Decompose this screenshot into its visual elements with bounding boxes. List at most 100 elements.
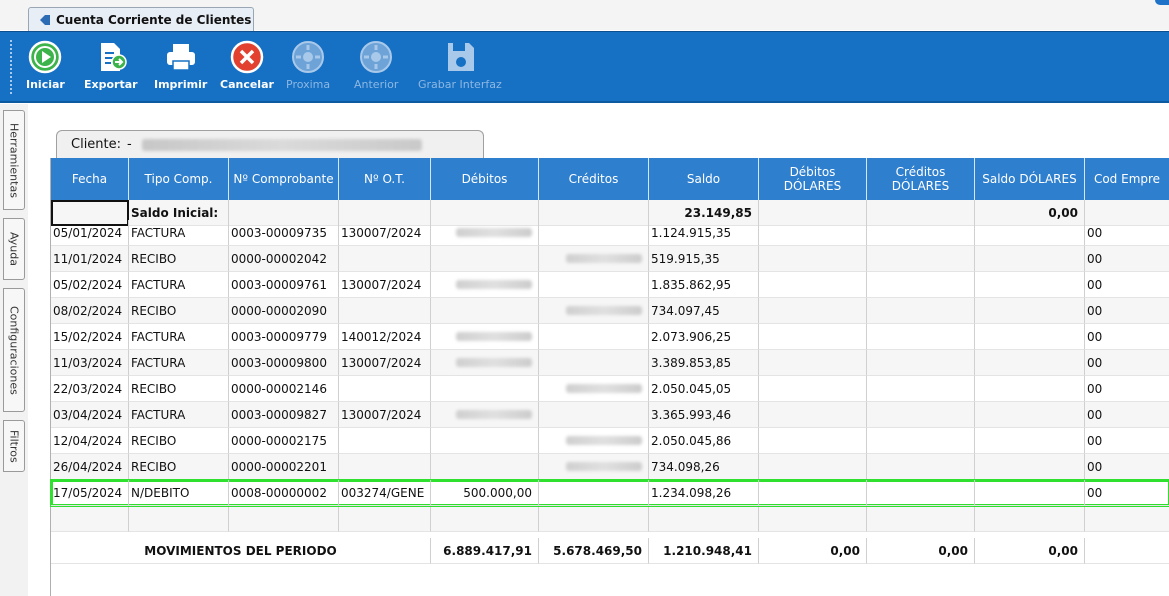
anterior-button[interactable]: Anterior <box>354 40 398 100</box>
cell-cod-empre: 00 <box>1085 246 1169 272</box>
cell-saldo-dolares: 0,00 <box>975 200 1085 226</box>
table-row[interactable]: 11/03/2024 FACTURA 0003-00009800 130007/202… <box>51 350 1169 376</box>
exportar-button[interactable]: Exportar <box>84 40 138 100</box>
cell-debitos: 500.000,00 <box>431 480 539 506</box>
cell-debitos-dolares <box>759 220 867 246</box>
column-header-nro-ot[interactable]: Nº O.T. <box>339 158 431 200</box>
save-icon <box>447 43 474 71</box>
cell-tipo-comp: FACTURA <box>129 220 229 246</box>
cell-debitos <box>431 454 539 480</box>
column-header-creditos[interactable]: Créditos <box>539 158 649 200</box>
cell-saldo: 1.124.915,35 <box>649 220 759 246</box>
column-header-debitos[interactable]: Débitos <box>431 158 539 200</box>
cell-debitos <box>431 506 539 532</box>
redacted-amount <box>456 332 532 341</box>
cancelar-button[interactable]: Cancelar <box>220 40 274 100</box>
cell-cod-empre <box>1085 506 1169 532</box>
iniciar-button[interactable]: Iniciar <box>26 40 65 100</box>
cell-cod-empre: 00 <box>1085 350 1169 376</box>
cell-fecha: 15/02/2024 <box>51 324 129 350</box>
cell-saldo-dolares <box>975 428 1085 454</box>
cell-creditos-dolares <box>867 200 975 226</box>
cell-cod-empre: 00 <box>1085 454 1169 480</box>
initial-balance-row[interactable]: Saldo Inicial: 23.149,85 0,00 <box>51 200 1169 226</box>
cell-nro-comprobante <box>229 506 339 532</box>
client-label: Cliente: <box>71 137 122 152</box>
cell-tipo-comp: RECIBO <box>129 298 229 324</box>
cell-debitos-dolares <box>759 454 867 480</box>
cell-nro-comprobante: 0000-00002090 <box>229 298 339 324</box>
cell-tipo-comp: RECIBO <box>129 246 229 272</box>
cell-saldo <box>649 506 759 532</box>
cell-debitos-dolares <box>759 200 867 226</box>
table-row[interactable]: 05/01/2024 FACTURA 0003-00009735 130007/202… <box>51 220 1169 246</box>
proxima-button[interactable]: Proxima <box>286 40 330 100</box>
column-header-nro-comprobante[interactable]: Nº Comprobante <box>229 158 339 200</box>
cell-saldo: 519.915,35 <box>649 246 759 272</box>
cell-debitos: 6.889.417,91 <box>431 538 539 564</box>
cell-saldo-dolares <box>975 350 1085 376</box>
table-row[interactable]: 03/04/2024 FACTURA 0003-00009827 130007/202… <box>51 402 1169 428</box>
cell-saldo: 3.365.993,46 <box>649 402 759 428</box>
tab-filtros[interactable]: Filtros <box>3 420 25 472</box>
cell-nro-comprobante: 0003-00009779 <box>229 324 339 350</box>
cell-debitos <box>431 428 539 454</box>
cell-tipo-comp: FACTURA <box>129 324 229 350</box>
imprimir-label: Imprimir <box>154 78 208 91</box>
table-row[interactable]: 22/03/2024 RECIBO 0000-00002146 2.050.045,0… <box>51 376 1169 402</box>
cell-creditos <box>539 246 649 272</box>
column-header-saldo-dolares[interactable]: Saldo DÓLARES <box>975 158 1085 200</box>
cell-tipo-comp: FACTURA <box>129 350 229 376</box>
empty-row[interactable] <box>51 506 1169 532</box>
table-row[interactable]: 12/04/2024 RECIBO 0000-00002175 2.050.045,8… <box>51 428 1169 454</box>
redacted-amount <box>566 306 642 315</box>
cell-cod-empre: 00 <box>1085 402 1169 428</box>
cell-nro-comprobante: 0000-00002175 <box>229 428 339 454</box>
cell-cod-empre <box>1085 200 1169 226</box>
cell-nro-comprobante: 0008-00000002 <box>229 480 339 506</box>
tab-cuenta-corriente[interactable]: Cuenta Corriente de Clientes <box>28 7 254 31</box>
tab-herramientas-label: Herramientas <box>7 122 21 198</box>
cell-creditos <box>539 200 649 226</box>
column-header-fecha[interactable]: Fecha <box>51 158 129 200</box>
cell-creditos-dolares <box>867 298 975 324</box>
cell-debitos <box>431 200 539 226</box>
column-header-cod-empre[interactable]: Cod Empre <box>1085 158 1169 200</box>
cell-cod-empre: 00 <box>1085 428 1169 454</box>
column-header-tipo-comp[interactable]: Tipo Comp. <box>129 158 229 200</box>
table-row[interactable]: 08/02/2024 RECIBO 0000-00002090 734.097,45 0… <box>51 298 1169 324</box>
cell-debitos <box>431 246 539 272</box>
cell-nro-ot: 130007/2024 <box>339 272 431 298</box>
column-header-debitos-dolares[interactable]: Débitos DÓLARES <box>759 158 867 200</box>
cell-saldo-dolares <box>975 454 1085 480</box>
cell-creditos <box>539 376 649 402</box>
cell-cod-empre: 00 <box>1085 272 1169 298</box>
proxima-label: Proxima <box>286 78 331 91</box>
selected-table-row[interactable]: 17/05/2024 N/DEBITO 0008-00000002 003274/GE… <box>50 479 1169 507</box>
tab-ayuda[interactable]: Ayuda <box>3 218 25 280</box>
cell-creditos-dolares <box>867 428 975 454</box>
cell-creditos-dolares <box>867 402 975 428</box>
redacted-amount <box>456 410 532 419</box>
column-header-saldo[interactable]: Saldo <box>649 158 759 200</box>
grabar-interfaz-button[interactable]: Grabar Interfaz <box>418 40 502 100</box>
tab-ayuda-label: Ayuda <box>7 232 21 266</box>
imprimir-button[interactable]: Imprimir <box>154 40 207 100</box>
tab-configuraciones[interactable]: Configuraciones <box>3 288 25 412</box>
table-row[interactable]: 15/02/2024 FACTURA 0003-00009779 140012/202… <box>51 324 1169 350</box>
cell-saldo: 734.097,45 <box>649 298 759 324</box>
cell-creditos <box>539 220 649 246</box>
cell-fecha <box>51 200 129 226</box>
tab-herramientas[interactable]: Herramientas <box>3 110 25 210</box>
column-header-creditos-dolares[interactable]: Créditos DÓLARES <box>867 158 975 200</box>
table-row[interactable]: 11/01/2024 RECIBO 0000-00002042 519.915,35 0… <box>51 246 1169 272</box>
cell-tipo-comp: MOVIMIENTOS DEL PERIODO <box>51 538 431 564</box>
toolbar: Iniciar Exportar Imprimir Cancelar <box>0 31 1169 103</box>
totals-row[interactable]: MOVIMIENTOS DEL PERIODO 6.889.417,91 5.678… <box>51 538 1169 564</box>
table-row[interactable]: 05/02/2024 FACTURA 0003-00009761 130007/202… <box>51 272 1169 298</box>
cell-saldo-dolares: 0,00 <box>975 538 1085 564</box>
toolbar-grip[interactable] <box>10 40 12 96</box>
cell-creditos-dolares <box>867 506 975 532</box>
cell-debitos <box>431 376 539 402</box>
table-row[interactable]: 26/04/2024 RECIBO 0000-00002201 734.098,26 0… <box>51 454 1169 480</box>
